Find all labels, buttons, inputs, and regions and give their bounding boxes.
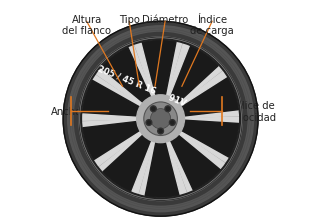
Wedge shape xyxy=(161,46,218,119)
Wedge shape xyxy=(161,66,222,119)
Wedge shape xyxy=(96,69,161,119)
Circle shape xyxy=(169,120,175,125)
Wedge shape xyxy=(99,119,161,172)
Circle shape xyxy=(137,95,184,143)
Wedge shape xyxy=(100,47,161,119)
Wedge shape xyxy=(161,119,225,169)
Circle shape xyxy=(151,109,171,129)
Wedge shape xyxy=(135,43,161,119)
Circle shape xyxy=(147,121,150,124)
Wedge shape xyxy=(82,80,161,119)
Circle shape xyxy=(159,129,162,133)
Circle shape xyxy=(150,106,156,112)
Text: Diámetro: Diámetro xyxy=(142,15,188,25)
Wedge shape xyxy=(145,119,180,197)
Wedge shape xyxy=(161,110,239,119)
Wedge shape xyxy=(141,40,176,119)
Circle shape xyxy=(68,26,254,212)
Circle shape xyxy=(152,107,155,110)
Text: Índice de
velocidad: Índice de velocidad xyxy=(229,101,277,123)
Circle shape xyxy=(63,21,258,216)
Wedge shape xyxy=(161,44,189,119)
Circle shape xyxy=(146,120,152,125)
Wedge shape xyxy=(92,75,161,119)
Text: 205 / 45 R 16     91V: 205 / 45 R 16 91V xyxy=(96,64,187,108)
Wedge shape xyxy=(161,71,227,119)
Wedge shape xyxy=(161,119,229,162)
Wedge shape xyxy=(95,119,161,166)
Wedge shape xyxy=(140,119,161,196)
Circle shape xyxy=(165,106,171,112)
Wedge shape xyxy=(103,119,161,192)
Wedge shape xyxy=(82,119,161,127)
Wedge shape xyxy=(161,119,186,195)
Circle shape xyxy=(166,107,169,110)
Circle shape xyxy=(79,37,242,200)
Wedge shape xyxy=(83,119,161,161)
Wedge shape xyxy=(161,119,239,157)
Text: Altura
del flanco: Altura del flanco xyxy=(62,15,111,36)
Text: Tipo: Tipo xyxy=(119,15,140,25)
Wedge shape xyxy=(161,42,182,119)
Text: Ancho: Ancho xyxy=(51,107,82,117)
Circle shape xyxy=(171,121,174,124)
Wedge shape xyxy=(161,117,239,123)
Circle shape xyxy=(81,39,240,198)
Circle shape xyxy=(158,128,163,134)
Text: Índice
de carga: Índice de carga xyxy=(190,15,234,36)
Wedge shape xyxy=(161,77,238,119)
Circle shape xyxy=(74,32,247,205)
Wedge shape xyxy=(82,114,161,120)
Wedge shape xyxy=(128,45,161,119)
Wedge shape xyxy=(132,119,161,194)
Wedge shape xyxy=(161,119,193,192)
Wedge shape xyxy=(161,119,221,190)
Circle shape xyxy=(144,102,177,136)
